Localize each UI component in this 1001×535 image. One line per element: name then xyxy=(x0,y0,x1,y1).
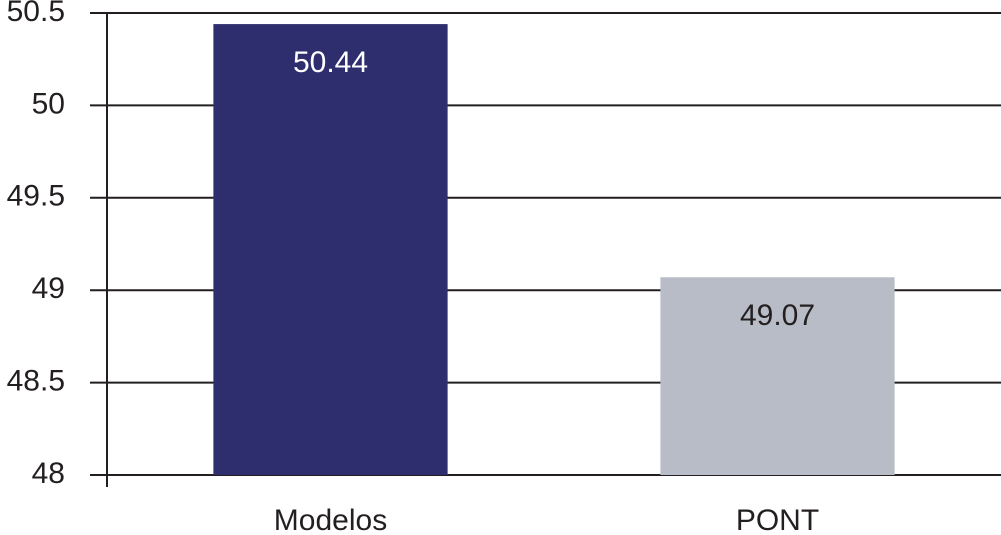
y-tick-label: 49 xyxy=(32,272,65,305)
y-tick-label: 50 xyxy=(32,87,65,120)
y-tick-label: 50.5 xyxy=(7,0,65,28)
x-tick-label: PONT xyxy=(736,504,819,535)
bar xyxy=(213,24,448,475)
y-tick-label: 49.5 xyxy=(7,180,65,213)
bar xyxy=(660,277,895,475)
data-label: 49.07 xyxy=(740,299,815,332)
data-label: 50.44 xyxy=(293,46,368,79)
x-tick-label: Modelos xyxy=(274,504,387,535)
y-tick-label: 48 xyxy=(32,457,65,490)
y-tick-label: 48.5 xyxy=(7,365,65,398)
